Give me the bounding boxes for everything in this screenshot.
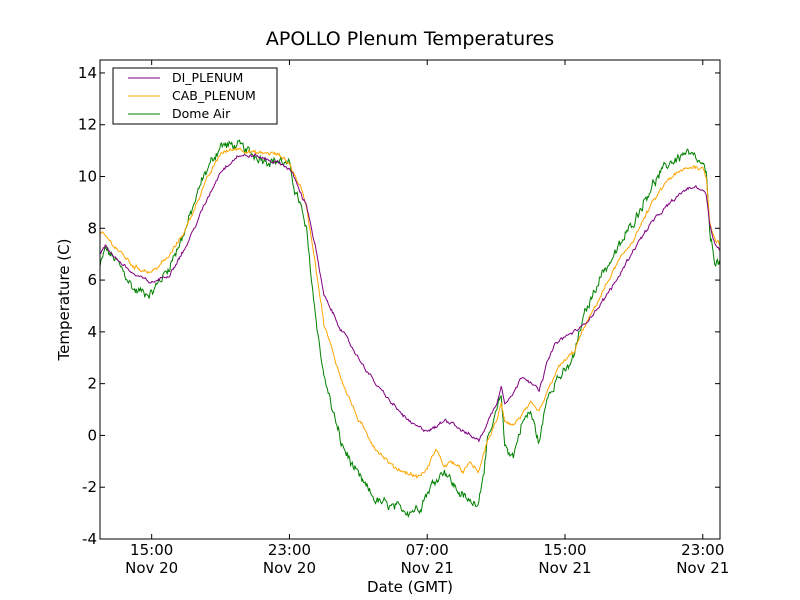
x-tick-label-date: Nov 20 [263, 559, 316, 577]
y-tick-label: 14 [78, 64, 97, 82]
legend-label-cab-plenum: CAB_PLENUM [172, 88, 256, 103]
x-tick-label-date: Nov 21 [538, 559, 591, 577]
plot-frame [99, 59, 721, 540]
x-axis-label: Date (GMT) [367, 578, 453, 596]
x-tick-label-date: Nov 20 [125, 559, 178, 577]
y-tick-label: 2 [87, 375, 97, 393]
y-tick-label: -4 [82, 530, 97, 548]
legend-label-dome-air: Dome Air [172, 106, 231, 121]
series-line-dome-air [100, 139, 720, 519]
y-tick-label: 8 [87, 219, 97, 237]
y-tick-label: 10 [78, 168, 97, 186]
series-line-cab-plenum [100, 147, 720, 479]
y-axis-label: Temperature (C) [55, 239, 73, 362]
y-tick-label: 6 [87, 271, 97, 289]
x-tick-label-date: Nov 21 [401, 559, 454, 577]
x-tick-label-time: 23:00 [268, 541, 311, 559]
chart-title: APOLLO Plenum Temperatures [266, 28, 554, 50]
x-tick-label-time: 23:00 [681, 541, 724, 559]
legend-label-di-plenum: DI_PLENUM [172, 70, 243, 85]
series-line-di-plenum [100, 153, 720, 443]
y-tick-label: -2 [82, 478, 97, 496]
x-tick-label-time: 15:00 [130, 541, 173, 559]
x-tick-label-date: Nov 21 [676, 559, 729, 577]
x-tick-label-time: 15:00 [543, 541, 586, 559]
series-layer [100, 139, 720, 519]
legend: DI_PLENUM CAB_PLENUM Dome Air [112, 67, 278, 125]
y-tick-label: 12 [78, 116, 97, 134]
x-tick-label-time: 07:00 [406, 541, 449, 559]
y-tick-label: 4 [87, 323, 97, 341]
y-tick-label: 0 [87, 426, 97, 444]
